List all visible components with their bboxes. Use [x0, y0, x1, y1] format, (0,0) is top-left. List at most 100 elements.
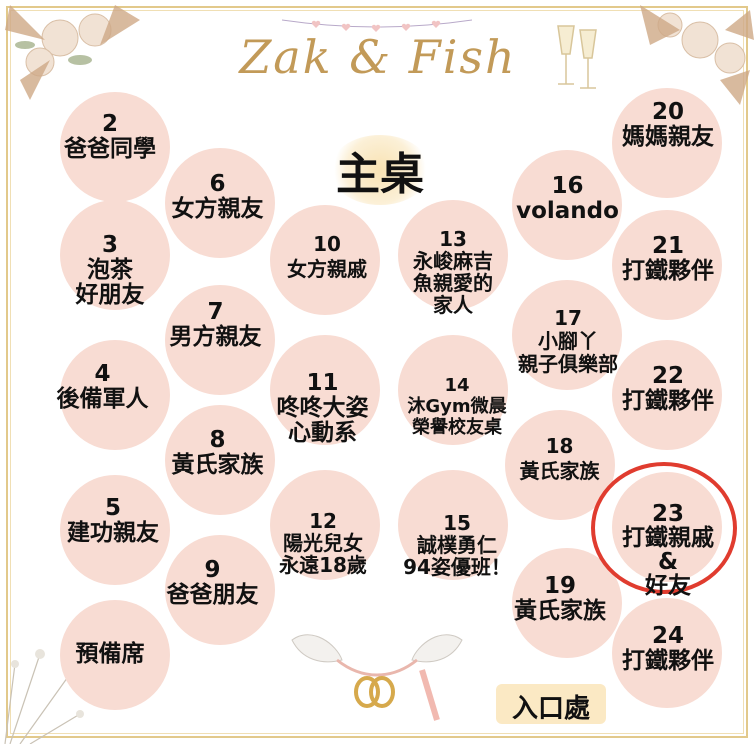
- table-circle: [512, 150, 622, 260]
- entrance-badge: [496, 684, 606, 724]
- table-name: volando: [516, 198, 619, 224]
- gold-frame: [6, 6, 748, 738]
- table-name: 誠樸勇仁 94姿優班！: [403, 533, 511, 579]
- table-7: 7 男方親友: [143, 300, 288, 350]
- highlight-ring: [591, 462, 737, 594]
- table-6: 6 女方親友: [145, 172, 290, 222]
- table-name: 後備軍人: [56, 386, 149, 412]
- table-circle: [270, 470, 380, 580]
- table-number: 5: [104, 495, 121, 521]
- table-reserve: 預備席: [50, 642, 170, 667]
- table-name: 打鐵親戚 & 好友: [622, 525, 714, 599]
- table-number: 8: [209, 427, 226, 453]
- table-number: 3: [101, 232, 118, 258]
- table-number: 9: [204, 557, 221, 583]
- table-number: 17: [554, 306, 582, 330]
- table-circle: [398, 335, 508, 445]
- table-circle: [60, 475, 170, 585]
- table-number: 19: [543, 573, 576, 599]
- table-number: 13: [439, 227, 467, 251]
- table-17: 17 小腳丫 親子俱樂部: [498, 284, 638, 376]
- table-number: 11: [306, 370, 339, 396]
- table-18: 18 黃氏家族: [492, 434, 627, 484]
- table-name: 女方親友: [171, 196, 264, 222]
- table-circle: [270, 205, 380, 315]
- table-name: 預備席: [75, 641, 145, 667]
- table-name: 打鐵夥伴: [622, 258, 714, 284]
- table-number: 23: [651, 501, 684, 527]
- table-name: 小腳丫 親子俱樂部: [518, 329, 618, 376]
- table-circle: [512, 280, 622, 390]
- table-circle: [165, 535, 275, 645]
- table-circle: [60, 340, 170, 450]
- table-number: 14: [444, 375, 470, 396]
- table-number: 18: [545, 434, 574, 458]
- table-5: 5 建功親友: [38, 496, 188, 546]
- table-name: 打鐵夥伴: [622, 648, 714, 674]
- table-number: 4: [94, 361, 111, 387]
- table-24: 24 打鐵夥伴: [598, 624, 738, 674]
- table-name: 媽媽親友: [622, 124, 714, 150]
- table-name: 女方親戚: [287, 257, 367, 281]
- couple-title: Zak & Fish: [239, 30, 517, 84]
- table-19: 19 黃氏家族: [490, 574, 630, 624]
- table-name: 建功親友: [67, 520, 159, 546]
- table-name: 黃氏家族: [514, 598, 606, 624]
- table-circle: [612, 210, 722, 320]
- table-circle: [165, 148, 275, 258]
- table-circle: [60, 200, 170, 310]
- entrance-label: 入口處: [511, 694, 590, 724]
- table-name: 咚咚大姿 心動系: [276, 395, 369, 446]
- champagne-glasses-icon: [557, 25, 597, 89]
- table-circle: [60, 600, 170, 710]
- table-number: 12: [309, 509, 337, 533]
- heart-banner-icon: [282, 19, 472, 32]
- table-name: 爸爸朋友: [166, 582, 259, 608]
- table-name: 打鐵夥伴: [622, 388, 714, 414]
- table-11: 11 咚咚大姿 心動系: [255, 346, 390, 446]
- table-13: 13 永峻麻吉 魚親愛的 家人: [388, 206, 518, 316]
- table-name: 永峻麻吉 魚親愛的 家人: [413, 249, 493, 317]
- table-21: 21 打鐵夥伴: [598, 234, 738, 284]
- table-name: 黃氏家族: [519, 459, 600, 483]
- table-number: 21: [651, 233, 684, 259]
- inner-frame: [10, 10, 744, 734]
- table-20: 20 媽媽親友: [598, 100, 738, 150]
- table-circle: [612, 88, 722, 198]
- table-name: 沐Gym微晨 榮譽校友桌: [407, 396, 507, 438]
- table-number: 24: [651, 623, 684, 649]
- table-name: 黃氏家族: [171, 452, 264, 478]
- table-name: 爸爸同學: [64, 136, 156, 162]
- table-22: 22 打鐵夥伴: [598, 364, 738, 414]
- table-14: 14 沐Gym微晨 榮譽校友桌: [392, 354, 522, 438]
- table-8: 8 黃氏家族: [145, 428, 290, 478]
- main-table-label: 主桌: [336, 149, 424, 200]
- table-number: 16: [551, 173, 584, 199]
- table-number: 15: [443, 511, 471, 535]
- doves-rings-icon: [291, 634, 463, 721]
- table-3: 3 泡茶 好朋友: [45, 208, 175, 308]
- table-name: 男方親友: [169, 324, 262, 350]
- table-number: 7: [207, 299, 224, 325]
- table-number: 22: [651, 363, 684, 389]
- floral-top-right-icon: [640, 5, 754, 105]
- table-4: 4 後備軍人: [30, 362, 175, 412]
- table-15: 15 誠樸勇仁 94姿優班！: [382, 490, 532, 578]
- table-number: 10: [313, 232, 341, 256]
- table-16: 16 volando: [500, 174, 635, 224]
- table-circle: [165, 405, 275, 515]
- table-9: 9 爸爸朋友: [140, 558, 285, 608]
- table-name: 陽光兒女 永遠18歲: [279, 531, 367, 577]
- table-number: 20: [651, 99, 684, 125]
- floral-top-left-icon: [5, 5, 140, 100]
- table-name: 泡茶 好朋友: [75, 257, 145, 308]
- table-circle: [270, 335, 380, 445]
- table-12: 12 陽光兒女 永遠18歲: [258, 488, 388, 576]
- table-circle: [60, 92, 170, 202]
- table-circle: [165, 285, 275, 395]
- table-circle: [612, 340, 722, 450]
- table-10: 10 女方親戚: [262, 232, 392, 282]
- table-circle: [398, 200, 508, 310]
- table-2: 2 爸爸同學: [40, 112, 180, 162]
- table-number: 6: [209, 171, 226, 197]
